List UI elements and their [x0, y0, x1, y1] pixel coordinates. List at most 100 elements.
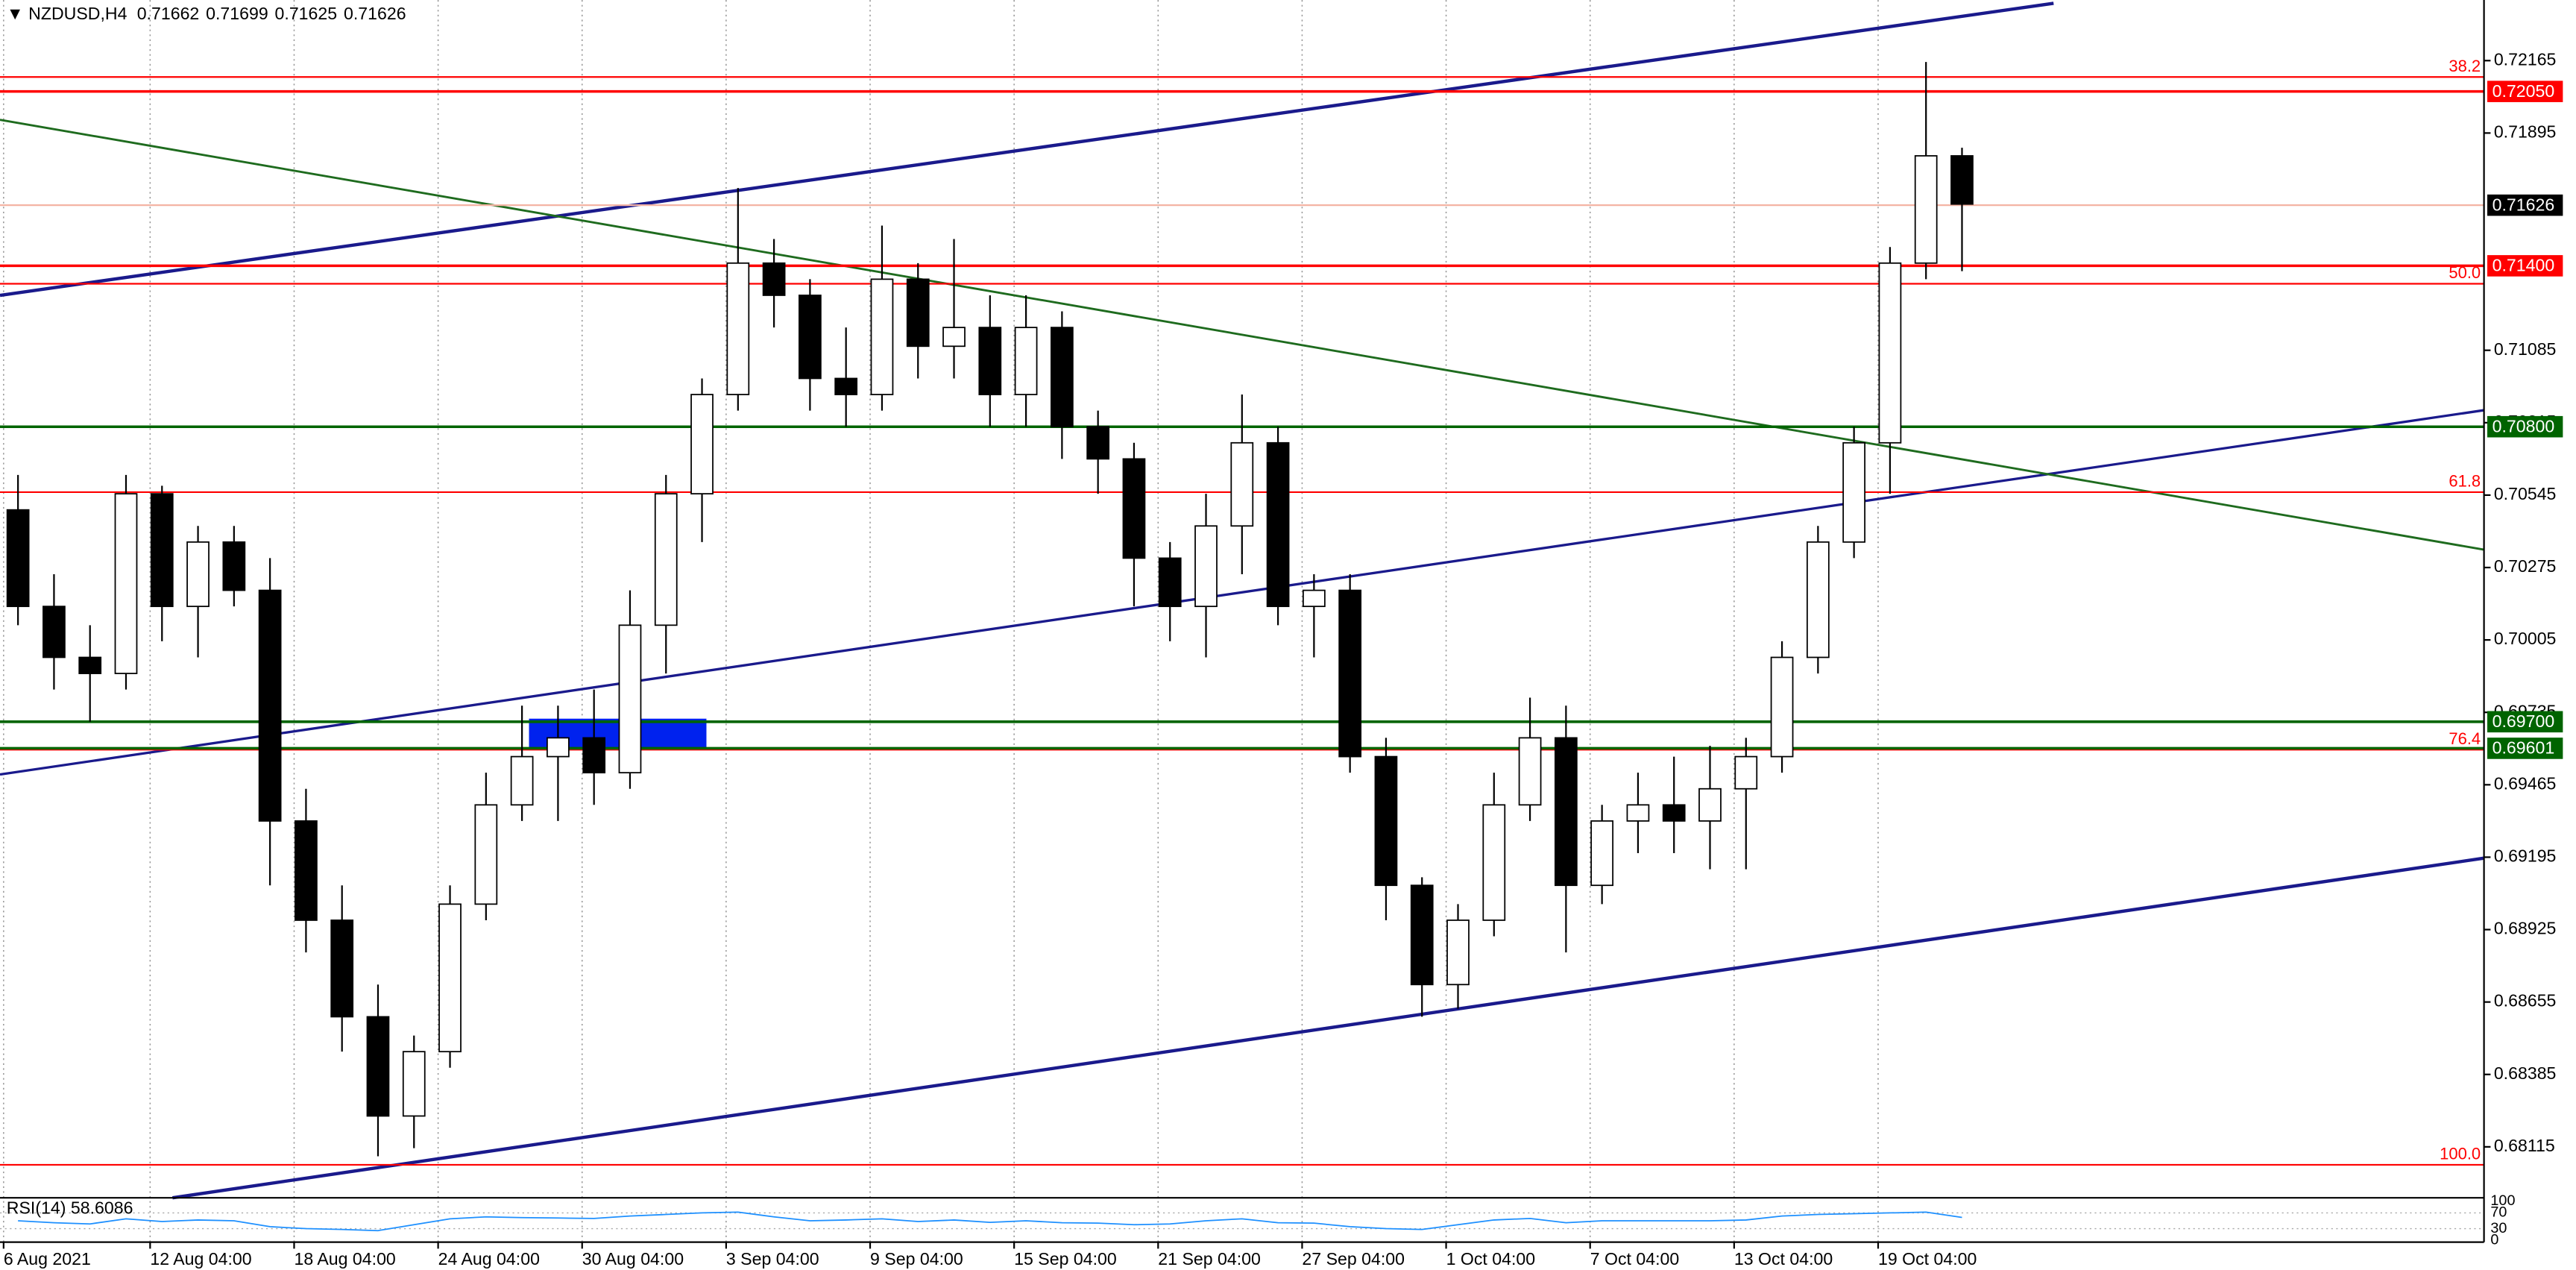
- candle-body: [1662, 804, 1686, 822]
- candle-body: [1590, 820, 1614, 887]
- header-value: 0.71662: [137, 4, 200, 23]
- x-tick-label: 19 Oct 04:00: [1878, 1249, 1977, 1269]
- candle-body: [582, 737, 606, 774]
- candle-body: [1914, 155, 1938, 264]
- symbol: NZDUSD,H4: [28, 4, 127, 23]
- candle-body: [1194, 525, 1218, 608]
- x-tick-label: 9 Sep 04:00: [870, 1249, 963, 1269]
- header-value: 0.71626: [344, 4, 406, 23]
- level-label-bg: [2487, 738, 2563, 759]
- candle-body: [1230, 441, 1254, 527]
- rsi-line: [18, 1211, 1962, 1232]
- level-label: 0.70800: [2492, 416, 2555, 436]
- candle-body: [1014, 327, 1038, 395]
- fibo-label: 76.4: [2449, 729, 2481, 748]
- candle-body: [330, 920, 354, 1018]
- level-label: 0.71400: [2492, 256, 2555, 275]
- candle-body: [114, 493, 138, 674]
- grid: [0, 0, 2484, 1242]
- candle-body: [654, 493, 678, 626]
- level-label-bg: [2487, 194, 2563, 216]
- fibo-label: 100.0: [2440, 1145, 2481, 1163]
- candle-body: [1122, 458, 1146, 559]
- level-label: 0.72050: [2492, 81, 2555, 101]
- y-tick-label: 0.71895: [2494, 122, 2557, 142]
- candle-body: [1266, 441, 1290, 608]
- candle-body: [1950, 155, 1974, 205]
- candle-body: [258, 589, 282, 822]
- axis: [0, 0, 2491, 1249]
- candle-body: [150, 493, 174, 608]
- header: ▼ NZDUSD,H4 0.71662 0.71699 0.71625 0.71626: [7, 4, 406, 23]
- candle-body: [1698, 788, 1722, 822]
- candle-body: [726, 262, 750, 395]
- candle-body: [1374, 755, 1398, 887]
- y-tick-label: 0.68655: [2494, 991, 2557, 1010]
- candle-body: [1878, 262, 1902, 444]
- y-tick-label: 0: [2490, 1232, 2498, 1248]
- trend-line: [0, 409, 2484, 776]
- trend-line: [172, 856, 2484, 1200]
- candle-body: [438, 903, 462, 1053]
- level-label-bg: [2487, 255, 2563, 277]
- y-tick-label: 70: [2490, 1204, 2507, 1221]
- level-label: 0.69601: [2492, 738, 2555, 758]
- fibo-label: 38.2: [2449, 57, 2481, 75]
- x-tick-label: 15 Sep 04:00: [1014, 1249, 1117, 1269]
- header-value: 0.71699: [206, 4, 268, 23]
- fibo-label: 50.0: [2449, 263, 2481, 282]
- drawings: [0, 1, 2484, 1200]
- candle-body: [1158, 557, 1182, 608]
- y-tick-label: 0.68925: [2494, 919, 2557, 938]
- candle-body: [942, 327, 966, 348]
- candle-body: [1482, 804, 1506, 921]
- candle-body: [1626, 804, 1650, 822]
- candle-body: [1303, 589, 1326, 608]
- candle-body: [547, 737, 570, 758]
- x-tick-label: 1 Oct 04:00: [1446, 1249, 1536, 1269]
- level-label-bg: [2487, 711, 2563, 733]
- y-tick-label: 0.69195: [2494, 846, 2557, 866]
- level-label: 0.69700: [2492, 711, 2555, 731]
- candle-body: [1338, 589, 1362, 758]
- candle-body: [1554, 737, 1578, 887]
- candle-body: [618, 624, 642, 774]
- candle-body: [762, 262, 786, 296]
- y-tick-label: 0.68385: [2494, 1063, 2557, 1083]
- candle-body: [906, 278, 930, 348]
- x-tick-label: 12 Aug 04:00: [150, 1249, 251, 1269]
- x-tick-label: 13 Oct 04:00: [1734, 1249, 1833, 1269]
- x-tick-label: 21 Sep 04:00: [1158, 1249, 1261, 1269]
- y-tick-label: 0.71085: [2494, 339, 2557, 359]
- header-value: 0.71625: [275, 4, 338, 23]
- x-tick-label: 6 Aug 2021: [4, 1249, 91, 1269]
- y-tick-label: 100: [2490, 1192, 2515, 1209]
- y-tick-label: 0.68115: [2494, 1136, 2555, 1155]
- candle-body: [1806, 541, 1830, 658]
- candle-body: [295, 820, 318, 921]
- candle-body: [1410, 884, 1434, 986]
- candle-body: [42, 606, 66, 658]
- candle-body: [222, 541, 246, 591]
- candle-body: [366, 1016, 390, 1117]
- candle-body: [402, 1051, 426, 1117]
- candle-body: [6, 509, 30, 608]
- candle-body: [978, 327, 1002, 395]
- x-tick-label: 24 Aug 04:00: [438, 1249, 540, 1269]
- level-label-bg: [2487, 81, 2563, 102]
- candle-body: [1051, 327, 1074, 428]
- candle-body: [1518, 737, 1542, 806]
- x-tick-label: 7 Oct 04:00: [1590, 1249, 1680, 1269]
- candle-body: [690, 394, 714, 494]
- menu-arrow: ▼: [7, 4, 28, 23]
- level-label-bg: [2487, 415, 2563, 438]
- candle-body: [870, 278, 894, 395]
- x-tick-label: 27 Sep 04:00: [1302, 1249, 1405, 1269]
- rsi-title: RSI(14) 58.6086: [7, 1198, 133, 1218]
- y-tick-label: 0.70005: [2494, 629, 2557, 648]
- x-tick-label: 3 Sep 04:00: [726, 1249, 819, 1269]
- candle-body: [1770, 656, 1794, 758]
- candle-body: [1446, 920, 1470, 986]
- candle-body: [78, 656, 102, 674]
